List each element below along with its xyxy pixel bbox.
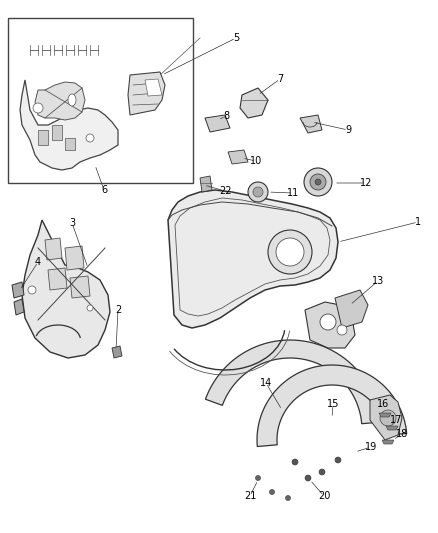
Polygon shape	[45, 238, 62, 260]
Polygon shape	[379, 413, 391, 417]
Polygon shape	[205, 340, 380, 424]
Polygon shape	[65, 246, 84, 270]
Circle shape	[319, 469, 325, 475]
Circle shape	[87, 305, 93, 311]
Text: 20: 20	[318, 491, 330, 501]
Polygon shape	[35, 82, 85, 120]
Circle shape	[268, 230, 312, 274]
Circle shape	[310, 174, 326, 190]
Circle shape	[28, 286, 36, 294]
Circle shape	[335, 457, 341, 463]
Polygon shape	[228, 150, 248, 164]
Text: 21: 21	[244, 491, 256, 501]
Polygon shape	[48, 268, 67, 290]
Polygon shape	[305, 302, 355, 348]
Polygon shape	[70, 276, 90, 298]
Text: 8: 8	[223, 111, 229, 121]
Text: 10: 10	[250, 156, 262, 166]
Text: 14: 14	[260, 378, 272, 388]
Polygon shape	[65, 138, 75, 150]
Polygon shape	[382, 440, 394, 444]
Polygon shape	[145, 79, 162, 96]
Circle shape	[320, 314, 336, 330]
Circle shape	[248, 182, 268, 202]
Text: 19: 19	[365, 442, 377, 452]
Circle shape	[337, 325, 347, 335]
Text: 4: 4	[35, 257, 41, 267]
Circle shape	[286, 496, 290, 500]
Text: 7: 7	[277, 74, 283, 84]
Polygon shape	[128, 72, 165, 115]
Polygon shape	[335, 290, 368, 328]
Text: 15: 15	[327, 399, 339, 409]
Polygon shape	[20, 80, 118, 170]
Polygon shape	[12, 282, 24, 298]
Polygon shape	[370, 395, 402, 440]
Circle shape	[255, 475, 261, 481]
Circle shape	[380, 410, 396, 426]
Circle shape	[253, 187, 263, 197]
Text: 17: 17	[390, 415, 402, 425]
Polygon shape	[257, 365, 407, 447]
Polygon shape	[240, 88, 268, 118]
Text: 12: 12	[360, 178, 372, 188]
Text: 16: 16	[377, 399, 389, 409]
Polygon shape	[22, 220, 110, 358]
Polygon shape	[14, 299, 24, 315]
Text: 3: 3	[69, 218, 75, 228]
Circle shape	[305, 475, 311, 481]
Text: 13: 13	[372, 276, 384, 286]
Text: 6: 6	[101, 185, 107, 195]
Text: 22: 22	[219, 186, 231, 196]
Text: 18: 18	[396, 429, 408, 439]
Polygon shape	[168, 190, 338, 328]
Circle shape	[33, 103, 43, 113]
Text: 11: 11	[287, 188, 299, 198]
Circle shape	[276, 238, 304, 266]
FancyBboxPatch shape	[8, 18, 193, 183]
Text: 1: 1	[415, 217, 421, 227]
Polygon shape	[300, 115, 322, 133]
Polygon shape	[38, 130, 48, 145]
Circle shape	[292, 459, 298, 465]
Circle shape	[315, 179, 321, 185]
Text: 9: 9	[345, 125, 351, 135]
Polygon shape	[205, 115, 230, 132]
Circle shape	[86, 134, 94, 142]
Polygon shape	[52, 125, 62, 140]
Circle shape	[269, 489, 275, 495]
Polygon shape	[386, 426, 398, 430]
Polygon shape	[112, 346, 122, 358]
Text: 2: 2	[115, 305, 121, 315]
Polygon shape	[200, 176, 212, 192]
Circle shape	[304, 168, 332, 196]
Text: 5: 5	[233, 33, 239, 43]
Ellipse shape	[68, 94, 76, 106]
